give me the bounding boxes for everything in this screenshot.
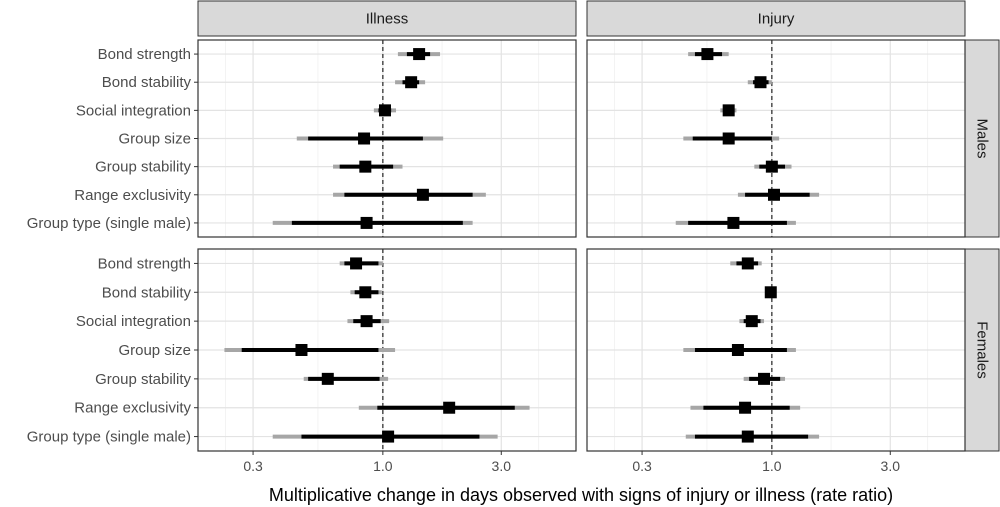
strip-injury <box>586 0 966 37</box>
point-group-size <box>731 344 744 356</box>
y-label-range-exclusivity: Range exclusivity <box>74 400 191 417</box>
x-tick-label: 1.0 <box>762 458 782 474</box>
y-label-group-type-single-male: Group type (single male) <box>27 429 191 446</box>
point-bond-stability <box>754 76 767 89</box>
x-tick-label: 1.0 <box>373 458 393 474</box>
point-bond-stability <box>764 286 777 299</box>
point-group-type-single-male <box>741 430 754 443</box>
y-label-social-integration: Social integration <box>76 102 191 119</box>
point-group-size <box>358 132 371 145</box>
strip-label-females: Females <box>974 321 991 379</box>
point-group-size <box>295 344 308 356</box>
y-label-group-stability: Group stability <box>95 371 191 388</box>
panel-border <box>586 248 966 452</box>
strip-label-males: Males <box>974 118 991 158</box>
point-bond-stability <box>405 76 418 89</box>
x-tick-label: 0.3 <box>243 458 263 474</box>
point-group-size <box>722 132 735 145</box>
point-bond-strength <box>413 48 426 61</box>
x-tick-label: 3.0 <box>881 458 901 474</box>
panel-females-illness <box>224 257 530 443</box>
y-label-group-size: Group size <box>118 342 191 359</box>
point-group-stability <box>321 372 334 385</box>
point-social-integration <box>722 104 735 117</box>
panel-females-injury <box>683 257 820 443</box>
y-label-bond-stability: Bond stability <box>102 284 192 301</box>
y-label-group-type-single-male: Group type (single male) <box>27 215 191 232</box>
point-group-type-single-male <box>727 216 740 229</box>
point-bond-strength <box>701 48 714 61</box>
strip-illness <box>197 0 577 37</box>
y-label-range-exclusivity: Range exclusivity <box>74 187 191 204</box>
point-group-type-single-male <box>360 216 373 229</box>
strip-females <box>964 248 1000 452</box>
y-label-group-size: Group size <box>118 131 191 148</box>
y-label-bond-stability: Bond stability <box>102 74 192 91</box>
y-label-bond-strength: Bond strength <box>98 255 191 272</box>
point-range-exclusivity <box>443 401 456 414</box>
strip-label-illness: Illness <box>366 11 409 28</box>
point-bond-stability <box>359 286 372 299</box>
panels-layer: Illness Injury Males Females Bond strength Bo… <box>27 0 1000 474</box>
y-label-bond-strength: Bond strength <box>98 46 191 63</box>
y-label-social-integration: Social integration <box>76 313 191 330</box>
point-bond-strength <box>350 257 363 270</box>
x-tick-label: 0.3 <box>632 458 652 474</box>
x-tick-label: 3.0 <box>492 458 512 474</box>
point-group-type-single-male <box>382 430 395 443</box>
panel-border <box>586 39 966 238</box>
point-range-exclusivity <box>416 188 429 201</box>
point-group-stability <box>765 160 778 173</box>
point-social-integration <box>745 315 758 328</box>
point-group-stability <box>758 372 771 385</box>
strip-males <box>964 39 1000 238</box>
point-social-integration <box>378 104 391 117</box>
point-social-integration <box>360 315 373 328</box>
panel-males-illness <box>272 48 486 229</box>
point-group-stability <box>359 160 372 173</box>
point-range-exclusivity <box>767 188 780 201</box>
strip-label-injury: Injury <box>758 11 795 28</box>
y-label-group-stability: Group stability <box>95 159 191 176</box>
panel-males-injury <box>675 48 820 229</box>
point-bond-strength <box>741 257 754 270</box>
point-range-exclusivity <box>739 401 752 414</box>
x-axis-title: Multiplicative change in days observed w… <box>269 485 893 505</box>
